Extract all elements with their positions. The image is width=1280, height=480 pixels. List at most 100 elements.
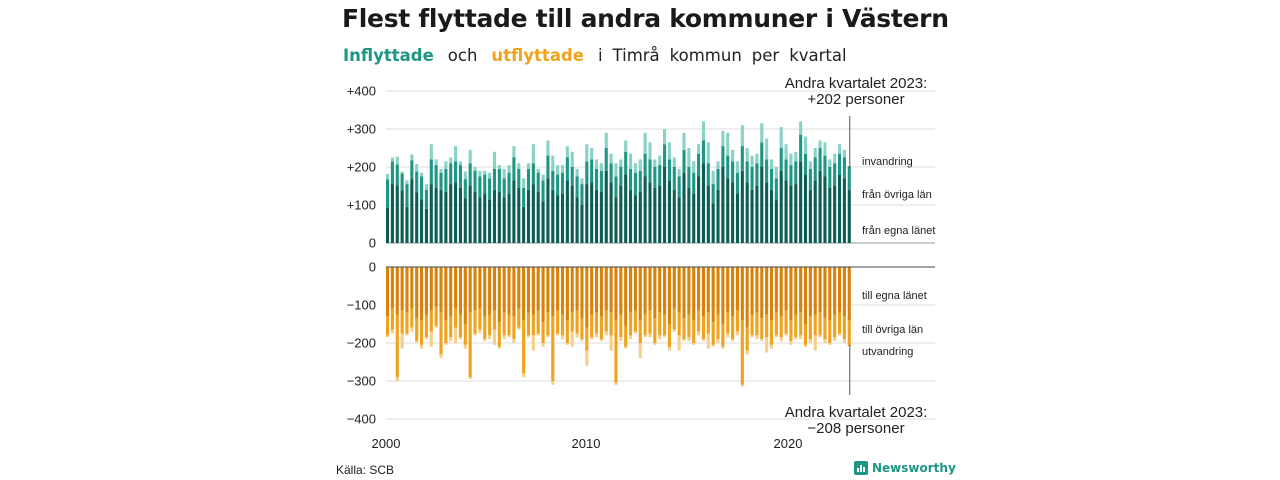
outflow-bar-ovriga	[463, 324, 467, 345]
inflow-bar-utland	[473, 167, 477, 171]
inflow-bar-utland	[653, 159, 657, 167]
inflow-bar-ovriga	[842, 157, 846, 179]
outflow-bar-egna	[672, 267, 676, 309]
outflow-bar-ovriga	[551, 316, 555, 381]
outflow-bar-ovriga	[828, 320, 832, 343]
outflow-bar-egna	[794, 267, 798, 315]
outflow-bar-utland	[492, 329, 497, 345]
inflow-bar-ovriga	[585, 161, 589, 185]
inflow-bar-ovriga	[594, 168, 599, 190]
inflow-bar-egna	[667, 180, 671, 243]
outflow-bar-egna	[590, 267, 594, 315]
inflow-bar-utland	[604, 132, 608, 148]
inflow-bar-egna	[386, 208, 390, 243]
outflow-bar-egna	[473, 267, 477, 311]
inflow-bar-utland	[483, 170, 487, 175]
y-tick-label: −200	[347, 336, 376, 351]
outflow-bar-utland	[526, 335, 531, 338]
inflow-bar-ovriga	[492, 168, 497, 190]
outflow-bar-ovriga	[434, 306, 438, 326]
inflow-bar-ovriga	[400, 173, 404, 191]
inflow-bar-utland	[677, 168, 681, 177]
outflow-bar-utland	[731, 339, 735, 342]
inflow-bar-ovriga	[706, 163, 710, 186]
outflow-bar-ovriga	[653, 318, 657, 343]
inflow-bar-ovriga	[847, 166, 851, 190]
outflow-bar-egna	[638, 267, 642, 321]
inflow-bar-egna	[473, 191, 477, 243]
inflow-bar-ovriga	[395, 164, 399, 186]
inflow-bar-utland	[614, 163, 618, 177]
inflow-bar-utland	[580, 178, 584, 185]
outflow-bar-egna	[556, 267, 560, 311]
inflow-bar-egna	[497, 191, 501, 243]
inflow-bar-utland	[633, 163, 637, 173]
outflow-bar-utland	[784, 333, 788, 336]
outflow-bar-ovriga	[750, 314, 754, 336]
inflow-bar-ovriga	[444, 168, 448, 192]
series-label-invandring: invandring	[862, 156, 913, 168]
outflow-bar-utland	[629, 335, 633, 340]
inflow-bar-ovriga	[794, 161, 798, 185]
inflow-bar-ovriga	[473, 170, 477, 192]
inflow-bar-ovriga	[765, 159, 769, 183]
outflow-bar-utland	[536, 333, 540, 336]
inflow-bar-egna	[755, 186, 759, 243]
inflow-bar-egna	[779, 170, 783, 243]
outflow-bar-utland	[522, 373, 526, 378]
outflow-bar-utland	[794, 337, 798, 340]
inflow-bar-ovriga	[697, 153, 701, 177]
inflow-bar-utland	[531, 144, 535, 164]
outflow-bar-utland	[512, 339, 516, 343]
inflow-bar-utland	[492, 151, 497, 169]
inflow-bar-utland	[488, 172, 492, 179]
inflow-bar-utland	[755, 153, 759, 164]
outflow-bar-utland	[483, 339, 487, 342]
outflow-bar-utland	[745, 350, 749, 355]
outflow-bar-ovriga	[410, 308, 414, 328]
outflow-bar-ovriga	[507, 314, 511, 336]
inflow-bar-egna	[837, 174, 842, 243]
inflow-bar-ovriga	[711, 184, 715, 204]
inflow-bar-ovriga	[813, 157, 817, 181]
inflow-bar-egna	[677, 197, 681, 243]
outflow-bar-utland	[541, 343, 545, 347]
inflow-bar-egna	[580, 205, 584, 243]
outflow-bar-ovriga	[735, 310, 740, 332]
outflow-bar-utland	[677, 335, 681, 351]
inflow-bar-ovriga	[658, 165, 662, 186]
outflow-bar-egna	[653, 267, 657, 319]
outflow-bar-utland	[604, 331, 608, 336]
outflow-bar-ovriga	[429, 310, 433, 332]
outflow-bar-egna	[833, 267, 837, 315]
outflow-bar-ovriga	[522, 320, 526, 374]
inflow-bar-egna	[740, 170, 744, 243]
outflow-bar-egna	[784, 267, 788, 311]
outflow-bar-utland	[803, 344, 808, 347]
outflow-bar-ovriga	[716, 314, 720, 340]
outflow-bar-egna	[765, 267, 769, 315]
inflow-bar-egna	[609, 182, 613, 243]
outflow-bar-ovriga	[420, 320, 424, 345]
inflow-bar-ovriga	[818, 148, 822, 171]
inflow-bar-ovriga	[449, 163, 453, 185]
outflow-bar-egna	[624, 267, 628, 326]
inflow-bar-utland	[706, 142, 710, 164]
outflow-bar-ovriga	[706, 312, 710, 334]
inflow-bar-ovriga	[609, 163, 613, 183]
inflow-bar-utland	[697, 144, 701, 154]
inflow-bar-utland	[638, 159, 642, 171]
inflow-bar-utland	[541, 174, 545, 181]
inflow-bar-egna	[570, 186, 574, 243]
inflow-bar-egna	[687, 187, 691, 243]
annotation-top-line1: Andra kvartalet 2023:	[785, 75, 928, 92]
outflow-bar-ovriga	[614, 320, 618, 383]
inflow-bar-utland	[590, 148, 594, 160]
inflow-bar-utland	[716, 161, 720, 169]
inflow-bar-ovriga	[575, 176, 579, 198]
outflow-bar-ovriga	[454, 308, 458, 328]
outflow-bar-egna	[395, 267, 399, 315]
outflow-bar-ovriga	[390, 308, 394, 330]
inflow-bar-egna	[565, 180, 569, 243]
inflow-bar-ovriga	[390, 161, 394, 185]
